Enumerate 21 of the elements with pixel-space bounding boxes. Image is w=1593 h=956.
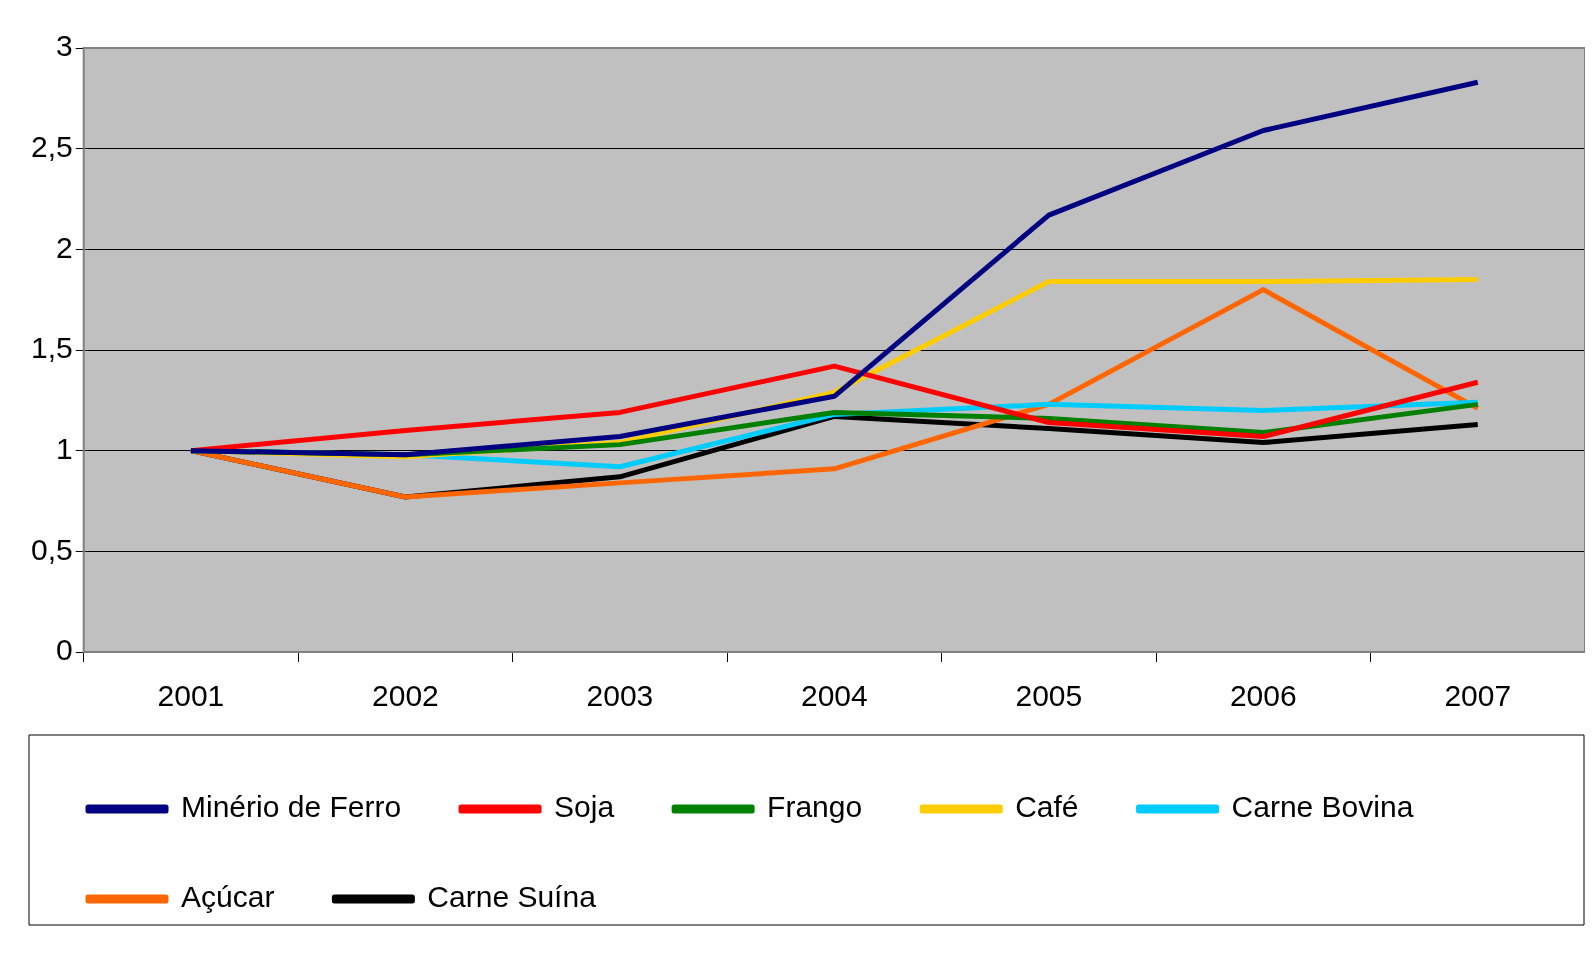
y-tick-label: 2,5 <box>30 129 73 163</box>
y-tick-label: 1,5 <box>30 331 73 365</box>
legend-label: Carne Bovina <box>1231 790 1414 824</box>
x-tick-label: 2001 <box>157 679 225 713</box>
x-tick-label: 2005 <box>1015 679 1083 713</box>
x-tick-label: 2007 <box>1444 679 1512 713</box>
legend-label: Açúcar <box>181 880 275 914</box>
x-tick-label: 2006 <box>1229 679 1297 713</box>
legend-label: Minério de Ferro <box>181 790 402 824</box>
y-tick-label: 0,5 <box>30 532 73 566</box>
x-tick-label: 2002 <box>372 679 439 713</box>
legend-label: Café <box>1015 790 1079 824</box>
y-tick-label: 0 <box>56 633 73 667</box>
x-tick-label: 2004 <box>800 679 868 713</box>
legend-label: Soja <box>554 790 615 824</box>
legend-label: Frango <box>767 790 863 824</box>
y-tick-label: 2 <box>56 230 73 264</box>
x-tick-label: 2003 <box>586 679 654 713</box>
y-tick-label: 3 <box>56 29 73 63</box>
legend-label: Carne Suína <box>427 880 597 914</box>
y-tick-label: 1 <box>56 431 73 465</box>
